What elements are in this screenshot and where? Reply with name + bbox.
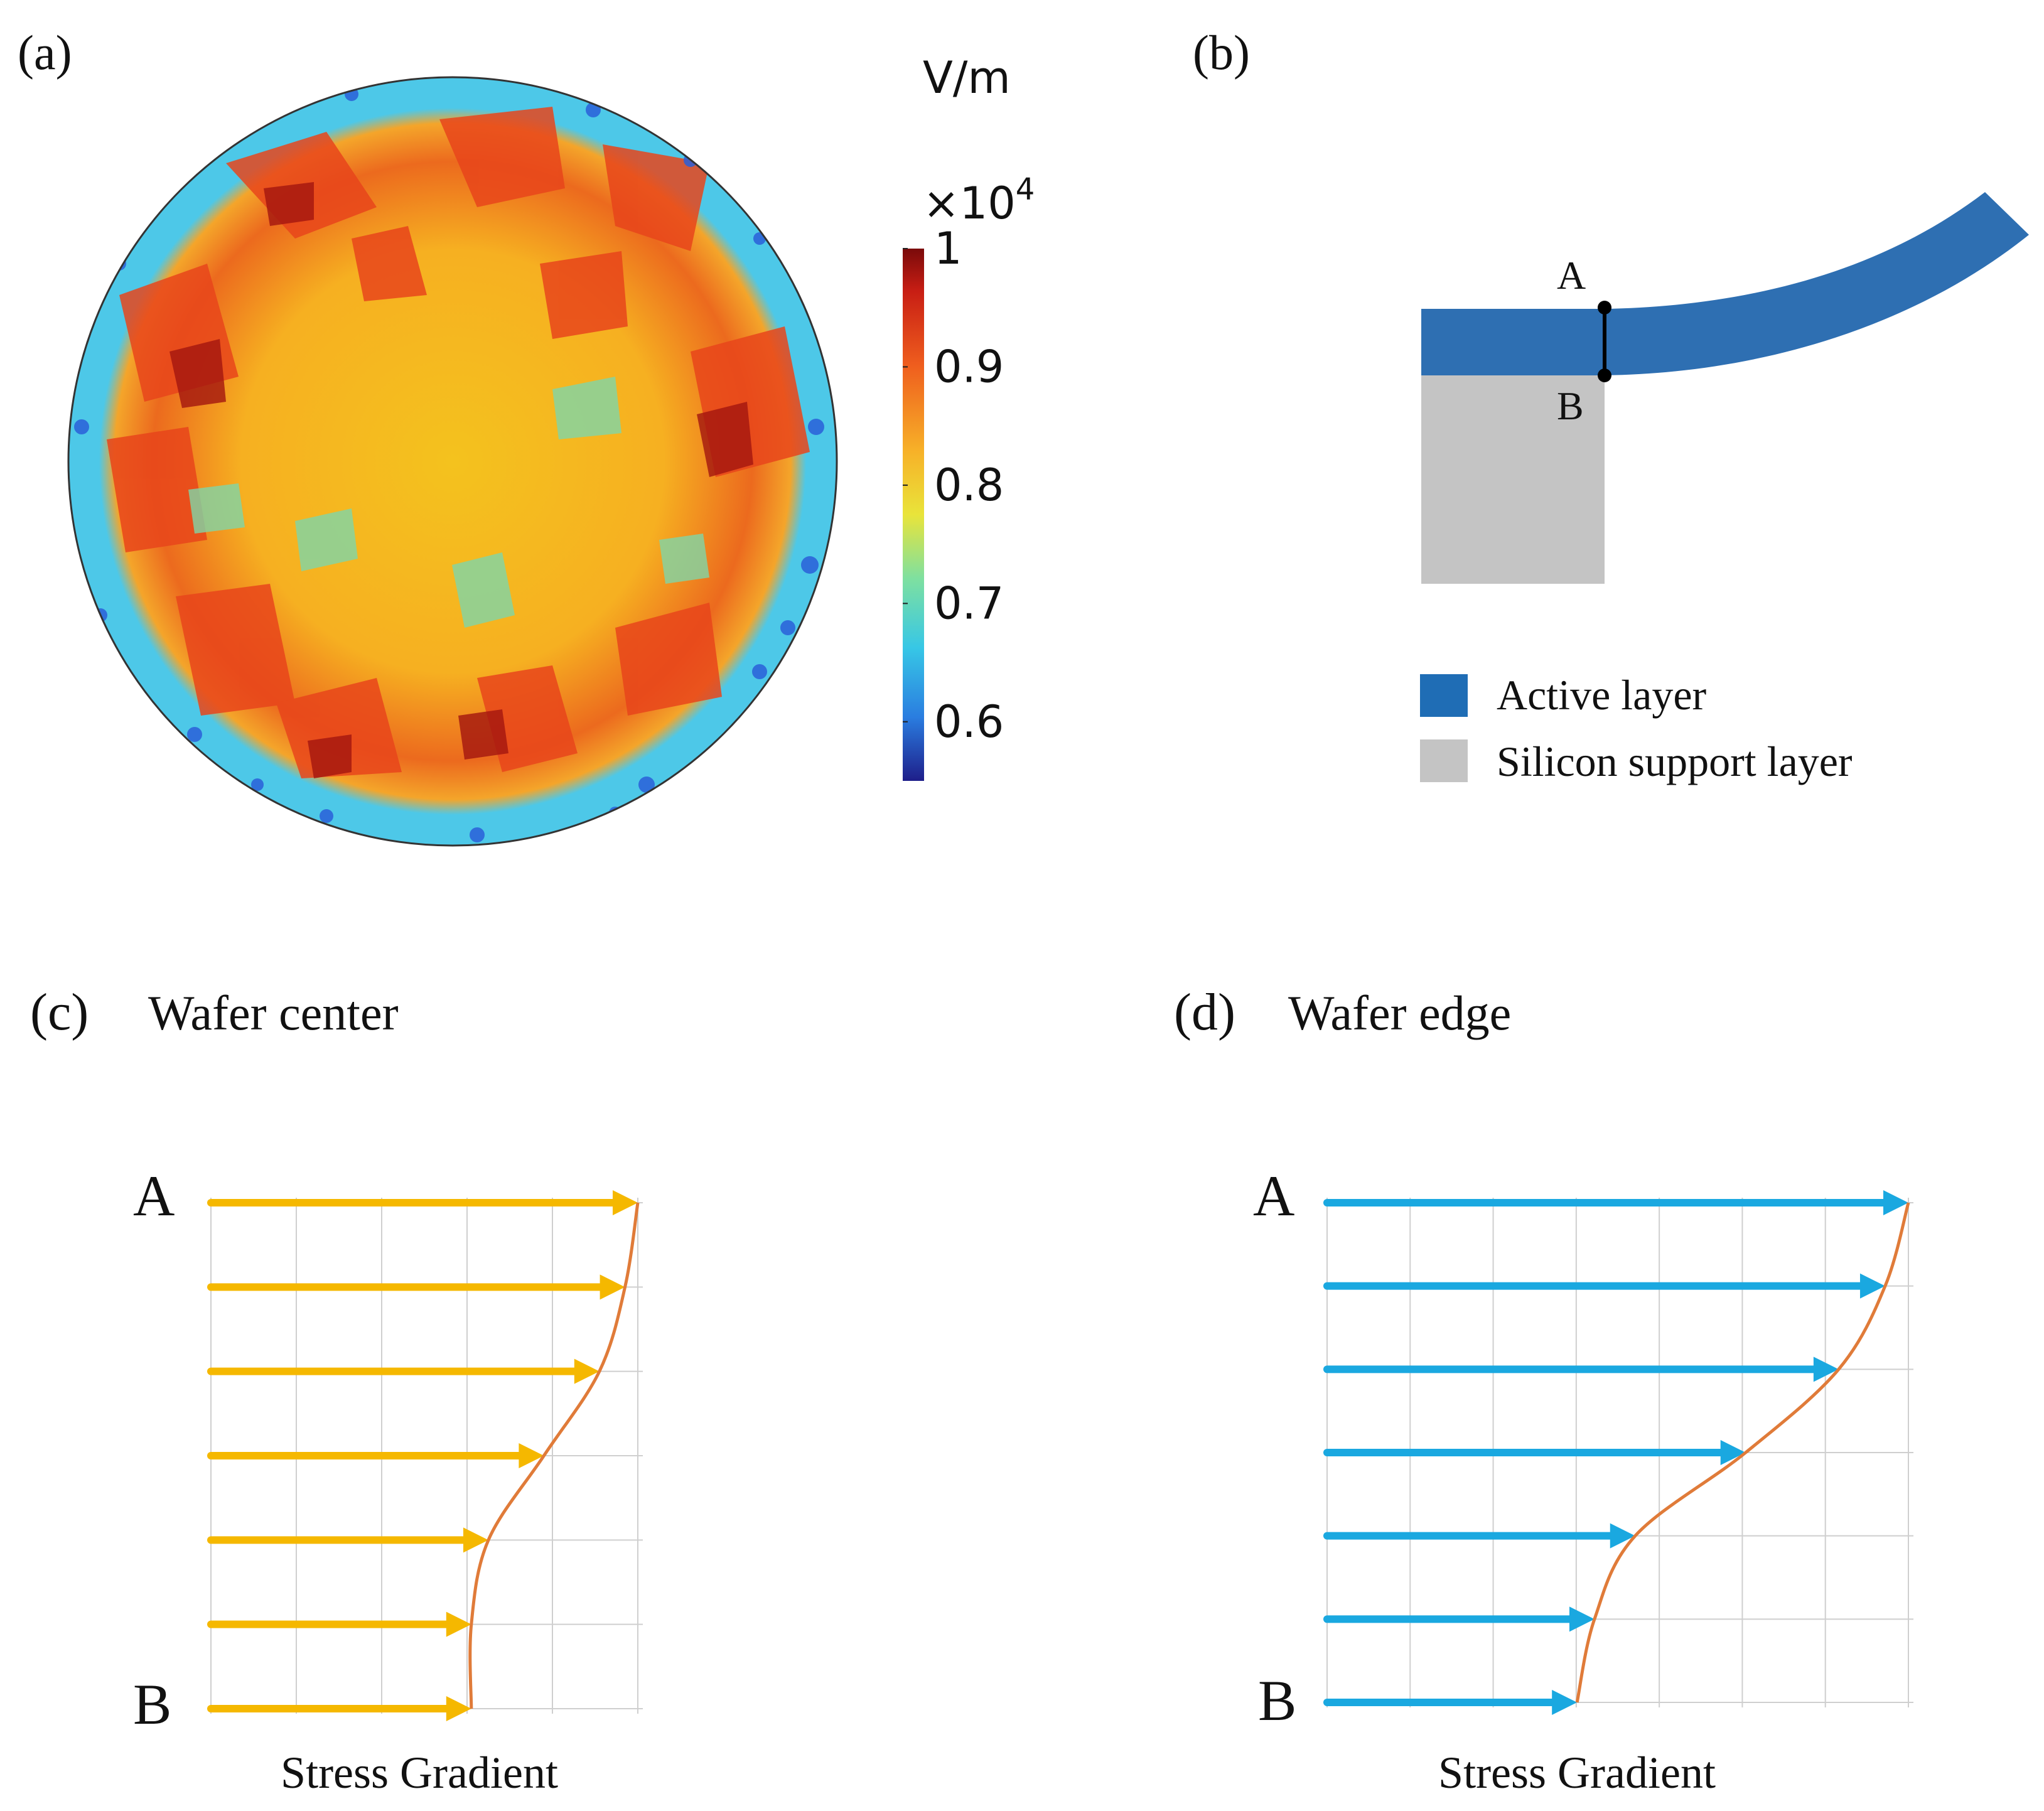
panel-c-stress-curve — [468, 1202, 640, 1709]
c-arrow-head — [613, 1190, 638, 1215]
c-arrow-head — [446, 1611, 471, 1637]
panel-c-xlabel: Stress Gradient — [281, 1748, 558, 1798]
colorbar-ticks: 1 0.9 0.8 0.7 0.6 — [903, 223, 1004, 748]
colorbar-tick-label: 0.6 — [934, 696, 1004, 748]
c-arrow-head — [519, 1443, 544, 1468]
colorbar-tick-label: 0.9 — [934, 341, 1004, 392]
legend-swatch-active — [1420, 674, 1468, 717]
colorbar-multiplier-exp: 4 — [1016, 172, 1035, 207]
panel-c-bottom-label: B — [133, 1672, 171, 1736]
panel-b: (b) A B Active layer Silicon support lay… — [1193, 25, 2029, 785]
c-arrow-head — [600, 1274, 625, 1300]
panel-c: (c) Wafer center A B Stress Gradient — [30, 983, 643, 1798]
colorbar-tick-label: 0.8 — [934, 459, 1004, 511]
panel-c-label: (c) — [30, 983, 89, 1041]
d-arrow-head — [1859, 1273, 1885, 1299]
colorbar-unit: V/m — [923, 52, 1011, 104]
panel-c-top-label: A — [133, 1164, 175, 1228]
active-layer-cantilever — [1421, 192, 2029, 375]
colorbar-tick-label: 0.7 — [934, 578, 1004, 629]
panel-d: (d) Wafer edge A B Stress Gradient — [1174, 983, 1913, 1798]
d-arrow-head — [1552, 1690, 1578, 1715]
wafer-deep-hot-patches — [169, 182, 753, 778]
wafer-outline — [67, 76, 838, 847]
d-arrow-head — [1883, 1190, 1908, 1215]
point-a-label: A — [1557, 253, 1586, 298]
colorbar-tick-label: 1 — [934, 223, 962, 274]
point-a-marker — [1598, 301, 1611, 314]
panel-a-label: (a) — [18, 25, 72, 80]
panel-d-title: Wafer edge — [1288, 986, 1511, 1040]
point-b-marker — [1598, 368, 1611, 382]
panel-c-title: Wafer center — [148, 986, 399, 1040]
c-arrow-head — [574, 1358, 600, 1384]
wafer-field-map — [68, 77, 837, 846]
silicon-support-block — [1421, 375, 1605, 584]
colorbar: V/m ×104 1 0.9 0.8 0.7 0.6 — [903, 52, 1035, 781]
c-arrow-head — [463, 1527, 488, 1553]
panel-b-label: (b) — [1193, 25, 1250, 80]
legend-label-silicon: Silicon support layer — [1497, 738, 1853, 785]
colorbar-multiplier-base: ×10 — [923, 178, 1016, 229]
panel-a: (a) — [18, 25, 1035, 847]
panel-d-bottom-label: B — [1258, 1669, 1296, 1733]
colorbar-multiplier: ×104 — [923, 172, 1035, 229]
d-arrow-head — [1610, 1523, 1635, 1549]
panel-d-xlabel: Stress Gradient — [1438, 1748, 1716, 1798]
d-arrow-head — [1569, 1606, 1595, 1632]
c-arrow-head — [446, 1696, 471, 1721]
panel-d-top-label: A — [1253, 1164, 1294, 1228]
d-arrow-head — [1813, 1357, 1839, 1382]
colorbar-bar — [903, 249, 924, 781]
panel-c-arrows — [207, 1190, 638, 1721]
panel-d-label: (d) — [1174, 983, 1235, 1041]
wafer-cool-patches — [188, 377, 709, 628]
legend-label-active: Active layer — [1497, 671, 1707, 719]
d-arrow-head — [1720, 1440, 1746, 1465]
legend-swatch-silicon — [1420, 739, 1468, 782]
point-b-label: B — [1557, 384, 1584, 428]
panel-d-arrows — [1323, 1190, 1908, 1715]
panel-d-stress-curve — [1575, 1202, 1910, 1703]
legend: Active layer Silicon support layer — [1420, 671, 1853, 785]
